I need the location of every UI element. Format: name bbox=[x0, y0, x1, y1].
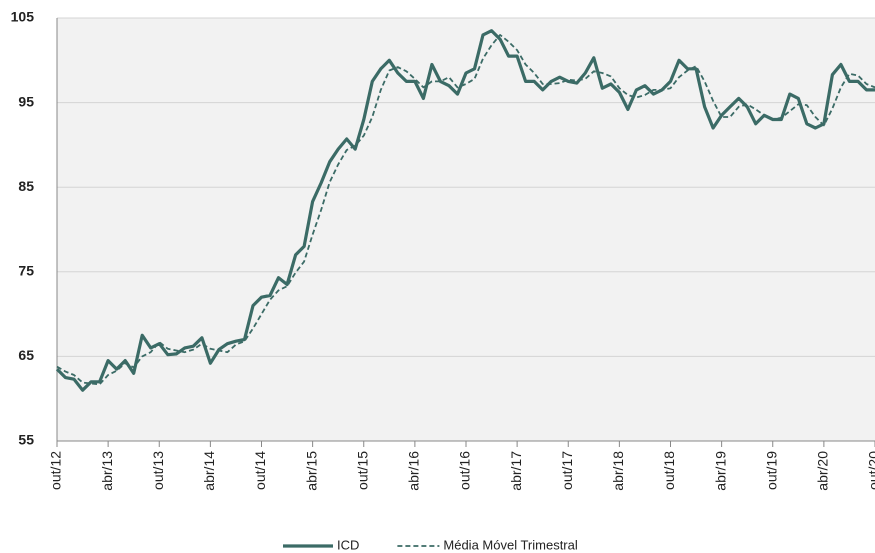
x-tick-label: out/15 bbox=[354, 451, 370, 490]
x-tick-label: out/20 bbox=[866, 451, 875, 490]
x-tick-label: abr/16 bbox=[406, 451, 422, 491]
x-tick-label: abr/15 bbox=[303, 451, 319, 491]
x-tick-label: out/16 bbox=[457, 451, 473, 490]
x-tick-label: out/17 bbox=[559, 451, 575, 490]
y-tick-label: 55 bbox=[18, 432, 34, 448]
y-tick-label: 75 bbox=[18, 263, 34, 279]
series-line bbox=[55, 29, 875, 392]
legend-label: Média Móvel Trimestral bbox=[443, 537, 577, 552]
x-tick-label: out/14 bbox=[252, 451, 268, 490]
x-tick-label: out/12 bbox=[48, 451, 64, 490]
x-tick-label: abr/17 bbox=[508, 451, 524, 491]
legend-label: ICD bbox=[337, 537, 359, 552]
x-tick-label: out/13 bbox=[150, 451, 166, 490]
y-tick-label: 105 bbox=[11, 9, 35, 25]
x-tick-label: abr/18 bbox=[610, 451, 626, 491]
x-tick-label: abr/13 bbox=[99, 451, 115, 491]
y-tick-label: 95 bbox=[18, 93, 34, 109]
plot-area bbox=[57, 18, 875, 441]
y-tick-label: 65 bbox=[18, 347, 34, 363]
x-tick-label: abr/19 bbox=[712, 451, 728, 491]
x-tick-label: out/19 bbox=[763, 451, 779, 490]
y-tick-label: 85 bbox=[18, 178, 34, 194]
x-tick-label: out/18 bbox=[661, 451, 677, 490]
x-tick-label: abr/20 bbox=[815, 451, 831, 491]
x-tick-label: abr/14 bbox=[201, 451, 217, 491]
series-line bbox=[56, 34, 875, 386]
